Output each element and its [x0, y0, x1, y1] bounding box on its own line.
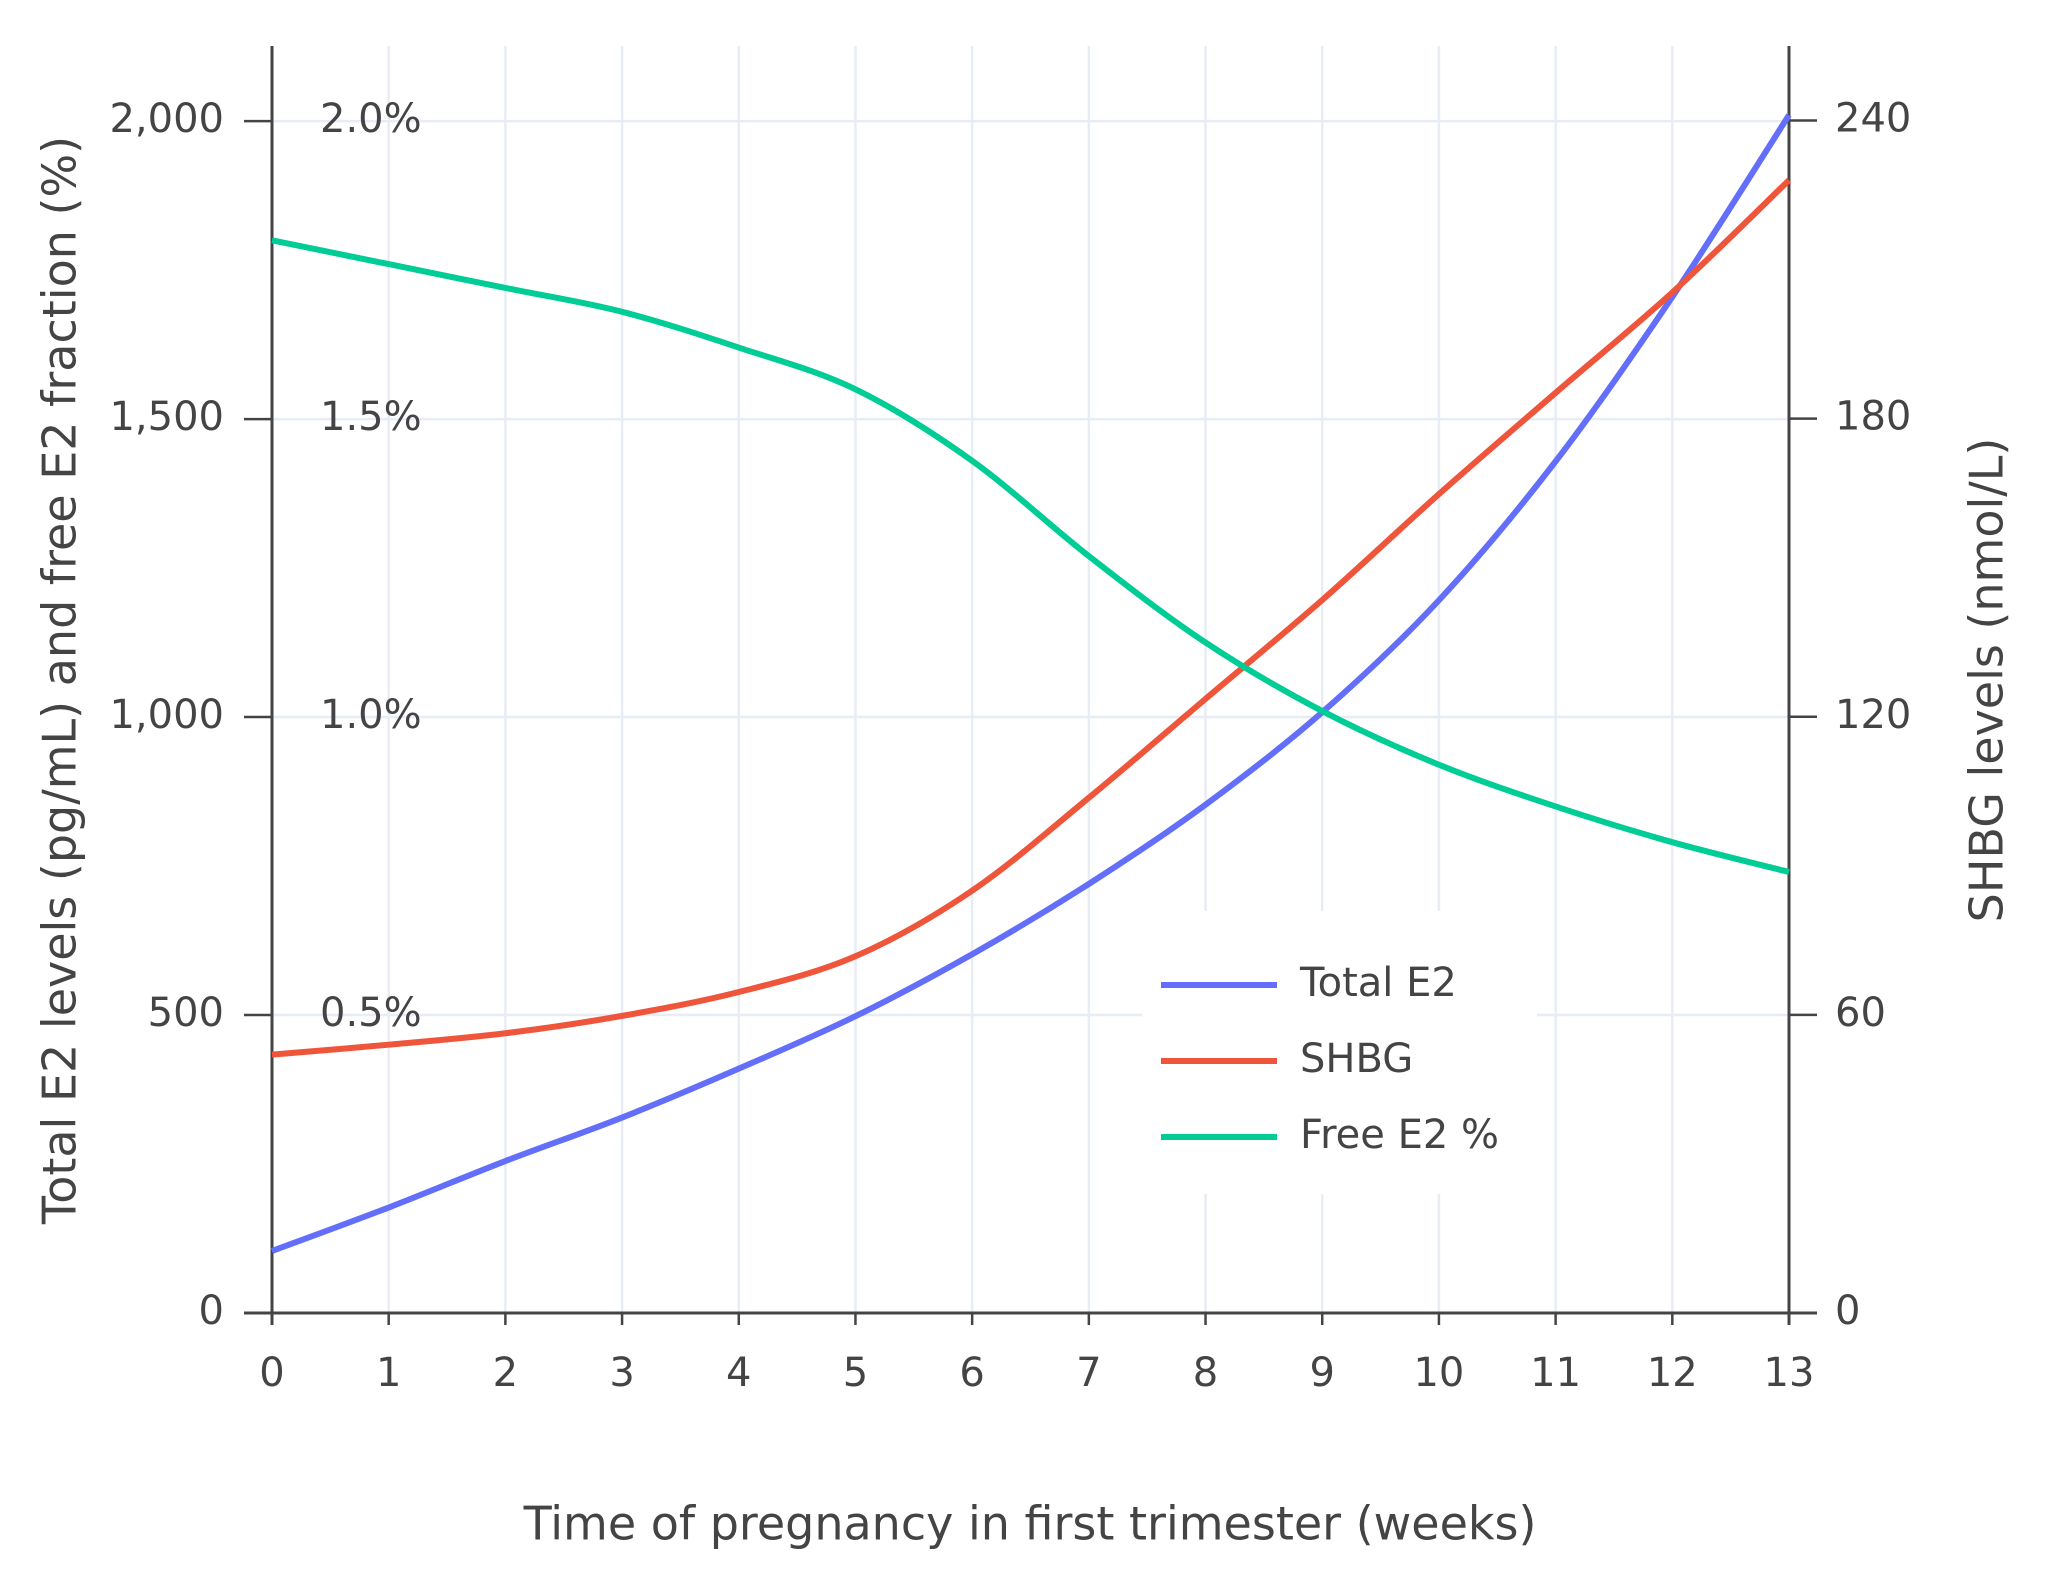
x-tick-label: 0 [259, 1350, 284, 1396]
y2-tick-label: 180 [1835, 394, 1911, 440]
series-line [271, 177, 1792, 1058]
x-tick-label: 4 [726, 1350, 751, 1396]
y-tick-label: 2,000 [109, 96, 224, 142]
y3-tick-label: 0.5% [320, 990, 422, 1036]
y2-tick-label: 60 [1835, 990, 1886, 1036]
x-tick-label: 13 [1764, 1350, 1815, 1396]
series-line [271, 237, 1790, 875]
series-line [270, 113, 1792, 1254]
legend-box [1142, 911, 1537, 1194]
y-tick-label: 1,000 [109, 692, 224, 738]
x-tick-label: 9 [1310, 1350, 1335, 1396]
y3-tick-label: 1.0% [320, 692, 422, 738]
y-axis-title: Total E2 levels (pg/mL) and free E2 frac… [33, 136, 87, 1225]
legend-label: Free E2 % [1300, 1112, 1499, 1158]
x-tick-label: 1 [376, 1350, 401, 1396]
x-tick-label: 2 [493, 1350, 518, 1396]
x-tick-label: 6 [959, 1350, 984, 1396]
y2-axis-title: SHBG levels (nmol/L) [1960, 438, 2014, 923]
x-tick-label: 12 [1647, 1350, 1698, 1396]
y3-tick-label: 2.0% [320, 96, 422, 142]
x-axis-title: Time of pregnancy in first trimester (we… [523, 1497, 1537, 1551]
y3-tick-label: 1.5% [320, 394, 422, 440]
x-tick-label: 3 [609, 1350, 634, 1396]
x-tick-label: 10 [1413, 1350, 1464, 1396]
y-tick-label: 500 [148, 990, 224, 1036]
y2-tick-label: 120 [1835, 692, 1911, 738]
legend-label: SHBG [1300, 1036, 1413, 1082]
x-tick-label: 5 [843, 1350, 868, 1396]
y-tick-label: 1,500 [109, 394, 224, 440]
x-tick-label: 11 [1530, 1350, 1581, 1396]
y2-tick-label: 0 [1835, 1288, 1860, 1334]
x-tick-label: 7 [1076, 1350, 1101, 1396]
legend-label: Total E2 [1299, 960, 1457, 1006]
x-tick-label: 8 [1193, 1350, 1218, 1396]
y2-tick-label: 240 [1835, 96, 1911, 142]
y-tick-label: 0 [199, 1288, 224, 1334]
